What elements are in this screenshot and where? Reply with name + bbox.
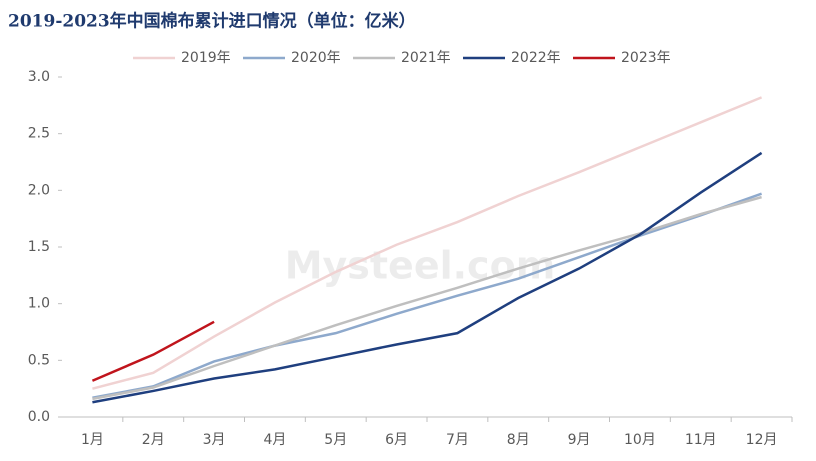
y-tick-label: 1.5 <box>28 239 50 255</box>
legend-label: 2022年 <box>511 50 561 66</box>
x-tick-label: 5月 <box>324 432 347 448</box>
legend-label: 2021年 <box>401 50 451 66</box>
y-tick-label: 0.5 <box>28 352 50 368</box>
legend-label: 2023年 <box>621 50 671 66</box>
x-tick-label: 10月 <box>624 432 656 448</box>
x-tick-label: 7月 <box>446 432 469 448</box>
y-tick-label: 2.5 <box>28 126 50 142</box>
series-line <box>91 320 215 382</box>
legend-label: 2020年 <box>291 50 341 66</box>
x-tick-label: 3月 <box>203 432 226 448</box>
series-line <box>92 192 763 399</box>
y-tick-label: 1.0 <box>28 296 50 312</box>
series-line <box>92 96 763 390</box>
x-tick-label: 12月 <box>746 432 778 448</box>
series-line <box>92 195 762 401</box>
series-line <box>92 151 763 404</box>
x-tick-label: 6月 <box>385 432 408 448</box>
chart-title: 2019-2023年中国棉布累计进口情况（单位：亿米） <box>8 11 416 32</box>
x-tick-label: 8月 <box>507 432 530 448</box>
y-tick-label: 2.0 <box>28 182 50 198</box>
x-tick-label: 11月 <box>685 432 717 448</box>
x-tick-label: 4月 <box>263 432 286 448</box>
y-tick-label: 3.0 <box>28 69 50 85</box>
y-tick-label: 0.0 <box>28 409 50 425</box>
legend-label: 2019年 <box>181 50 231 66</box>
x-tick-label: 2月 <box>142 432 165 448</box>
x-tick-label: 9月 <box>568 432 591 448</box>
x-tick-label: 1月 <box>81 432 104 448</box>
